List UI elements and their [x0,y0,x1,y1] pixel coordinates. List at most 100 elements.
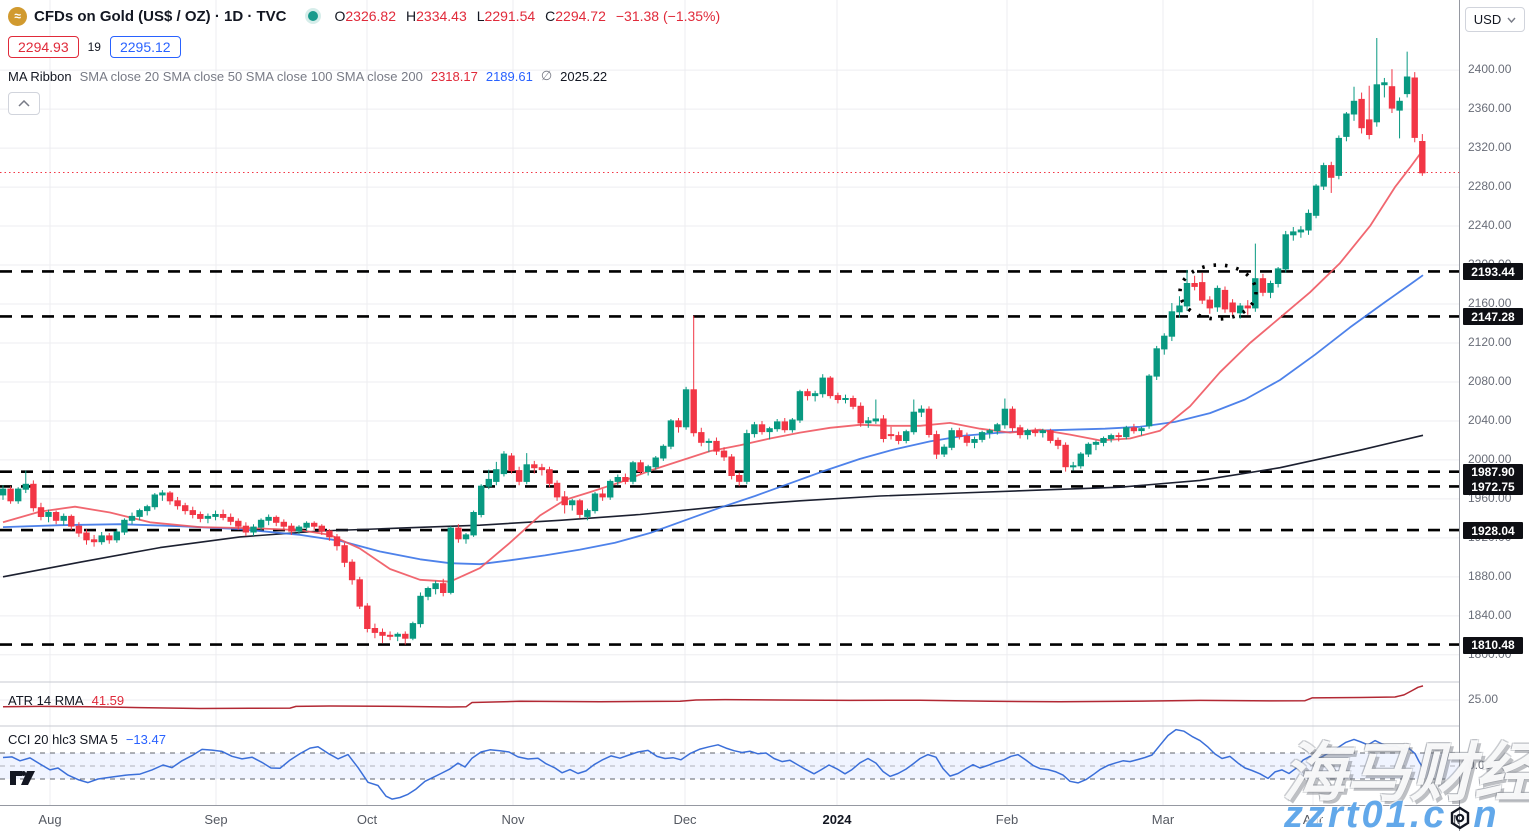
candle-body [500,453,508,475]
candle-body [1274,268,1282,284]
candle-body [333,536,341,547]
candle-body [113,531,120,541]
candle-body [1328,165,1335,178]
time-tick: 2024 [822,812,852,827]
price-level-tag[interactable]: 1987.90 [1463,463,1523,481]
candle-body [599,493,606,498]
candle-body [986,430,993,434]
symbol-row[interactable]: ≈ CFDs on Gold (US$ / OZ) · 1D · TVC O23… [8,4,720,28]
candle-body [52,512,60,521]
candle-body [546,469,553,484]
candle-body [455,527,462,540]
candle-body [432,583,439,590]
candle-body [174,500,181,507]
candle-body [781,421,788,431]
candle-body [956,430,963,438]
candle-body [1130,427,1138,432]
candle-body [348,561,356,581]
candle-body [1176,305,1183,313]
tradingview-logo[interactable] [10,768,36,793]
candle-body [1153,348,1160,377]
candle-body [1305,212,1312,231]
candle-body [811,393,819,397]
chevron-up-icon [18,100,30,107]
candle-body [622,477,629,482]
cci-legend[interactable]: CCI 20 hlc3 SMA 5 −13.47 [8,732,166,747]
symbol-legend: ≈ CFDs on Gold (US$ / OZ) · 1D · TVC O23… [8,4,720,115]
candle-body [235,520,242,527]
candle-body [1419,141,1426,174]
candle-body [326,530,333,538]
price-axis[interactable]: USD 2400.00 2360.00 2320.00 2280.00 2240.00 2… [1459,0,1529,831]
candle-body [1244,305,1251,309]
time-tick: Apr [1302,812,1324,827]
indicator-params: SMA close 20 SMA close 50 SMA close 100 … [79,68,423,84]
ma-ribbon-legend[interactable]: MA Ribbon SMA close 20 SMA close 50 SMA … [8,68,720,84]
candle-body [1237,305,1244,314]
sma50-line [2,274,1424,566]
time-tick: Mar [1151,812,1175,827]
candle-body [531,464,538,469]
sma200-line [2,434,1424,578]
candle-body [857,405,864,424]
sma20-value: 2318.17 [430,68,478,84]
price-level-tag[interactable]: 2193.44 [1463,263,1523,281]
atr-title: ATR 14 RMA [8,693,84,708]
candle-body [713,440,720,452]
candle-body [386,634,394,637]
price-level-tag[interactable]: 1928.04 [1463,522,1523,540]
candle-body [121,519,128,533]
spread-value: 19 [87,40,101,54]
candle-body [1297,229,1305,233]
candle-body [371,628,379,633]
candle-body [1085,443,1092,455]
candle-body [75,525,83,534]
candle-body [827,377,834,397]
candle-body [1388,86,1396,109]
candle-body [1221,289,1229,310]
candle-body [417,595,424,625]
candle-body [485,478,493,487]
candle-body [720,450,728,458]
time-tick: Aug [38,812,62,827]
pattern-annotation[interactable] [1178,263,1258,321]
candle-body [379,631,386,636]
candle-body [462,534,470,540]
candle-body [796,391,804,421]
atr-legend[interactable]: ATR 14 RMA 41.59 [8,693,124,708]
candle-body [1320,165,1327,187]
sma100-empty: ∅ [540,68,553,83]
candle-body [698,432,705,443]
price-level-tag[interactable]: 1972.75 [1463,478,1523,496]
candle-body [538,467,546,471]
candle-body [644,466,652,473]
candle-body [1312,185,1320,216]
candle-body [409,623,417,639]
currency-dropdown[interactable]: USD [1465,7,1525,32]
price-chart-canvas[interactable] [0,0,1459,805]
candle-body [1047,430,1054,441]
sell-button[interactable]: 2294.93 [8,36,79,58]
symbol-title: CFDs on Gold (US$ / OZ) · 1D · TVC [34,7,287,25]
candle-body [994,424,1001,432]
time-axis[interactable]: AugSepOctNovDec2024FebMarAprMa [0,805,1529,831]
candle-body [159,492,166,496]
candle-body [508,455,515,472]
candle-body [918,408,925,413]
candle-body [90,539,98,543]
candle-body [447,527,455,593]
candle-body [0,488,7,496]
collapse-legend-button[interactable] [8,92,40,115]
market-status-icon[interactable] [307,11,318,21]
candle-body [1411,77,1418,138]
tradingview-logo-icon [10,771,35,785]
buy-button[interactable]: 2295.12 [109,36,181,58]
candle-body [637,462,644,473]
candle-body [872,418,879,422]
candle-body [978,432,986,440]
time-tick: Feb [995,812,1019,827]
candle-body [925,408,933,436]
candle-body [1092,441,1100,445]
price-level-tag[interactable]: 1810.48 [1463,636,1523,654]
price-level-tag[interactable]: 2147.28 [1463,308,1523,326]
